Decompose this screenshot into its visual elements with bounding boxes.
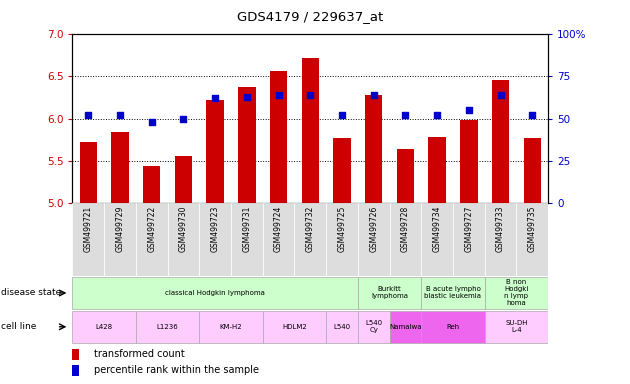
Point bbox=[337, 112, 347, 118]
Text: B non
Hodgki
n lymp
homa: B non Hodgki n lymp homa bbox=[504, 280, 529, 306]
Bar bbox=[231, 203, 263, 276]
Bar bbox=[358, 311, 389, 343]
Text: transformed count: transformed count bbox=[94, 349, 185, 359]
Bar bbox=[294, 203, 326, 276]
Text: classical Hodgkin lymphoma: classical Hodgkin lymphoma bbox=[165, 290, 265, 296]
Bar bbox=[333, 138, 351, 203]
Text: GSM499733: GSM499733 bbox=[496, 205, 505, 252]
Bar bbox=[175, 156, 192, 203]
Text: B acute lympho
blastic leukemia: B acute lympho blastic leukemia bbox=[425, 286, 481, 300]
Text: Reh: Reh bbox=[447, 324, 459, 330]
Text: HDLM2: HDLM2 bbox=[282, 324, 307, 330]
Bar bbox=[453, 203, 484, 276]
Text: disease state: disease state bbox=[1, 288, 62, 298]
Bar bbox=[428, 137, 446, 203]
Point bbox=[495, 92, 505, 98]
Text: GSM499734: GSM499734 bbox=[433, 205, 442, 252]
Bar bbox=[207, 100, 224, 203]
Bar bbox=[389, 311, 421, 343]
Text: GSM499730: GSM499730 bbox=[179, 205, 188, 252]
Bar bbox=[143, 166, 161, 203]
Text: L1236: L1236 bbox=[157, 324, 178, 330]
Text: GSM499725: GSM499725 bbox=[338, 205, 346, 252]
Bar bbox=[421, 203, 453, 276]
Bar bbox=[112, 132, 129, 203]
Text: GSM499726: GSM499726 bbox=[369, 205, 378, 252]
Bar bbox=[72, 203, 104, 276]
Text: L428: L428 bbox=[96, 324, 113, 330]
Bar bbox=[524, 138, 541, 203]
Bar bbox=[460, 119, 478, 203]
Bar bbox=[302, 58, 319, 203]
Bar bbox=[104, 203, 136, 276]
Text: percentile rank within the sample: percentile rank within the sample bbox=[94, 366, 259, 376]
Point bbox=[273, 92, 284, 98]
Text: GSM499735: GSM499735 bbox=[528, 205, 537, 252]
Text: KM-H2: KM-H2 bbox=[220, 324, 243, 330]
Point bbox=[401, 112, 411, 118]
Bar bbox=[199, 311, 263, 343]
Point bbox=[305, 92, 315, 98]
Bar bbox=[168, 203, 199, 276]
Text: GSM499732: GSM499732 bbox=[306, 205, 315, 252]
Bar bbox=[72, 277, 358, 309]
Text: SU-DH
L-4: SU-DH L-4 bbox=[505, 320, 528, 333]
Text: L540
Cy: L540 Cy bbox=[365, 320, 382, 333]
Bar bbox=[484, 277, 548, 309]
Bar bbox=[136, 203, 168, 276]
Bar bbox=[517, 203, 548, 276]
Bar bbox=[326, 311, 358, 343]
Bar bbox=[397, 149, 414, 203]
Text: GSM499731: GSM499731 bbox=[243, 205, 251, 252]
Bar bbox=[326, 203, 358, 276]
Bar bbox=[199, 203, 231, 276]
Text: GSM499724: GSM499724 bbox=[274, 205, 283, 252]
Bar bbox=[72, 311, 136, 343]
Text: Burkitt
lymphoma: Burkitt lymphoma bbox=[371, 286, 408, 300]
Point bbox=[464, 107, 474, 113]
Bar bbox=[492, 80, 509, 203]
Point bbox=[369, 92, 379, 98]
Bar bbox=[358, 203, 389, 276]
Bar bbox=[389, 203, 421, 276]
Point bbox=[432, 112, 442, 118]
Text: cell line: cell line bbox=[1, 322, 37, 331]
Point bbox=[210, 95, 220, 101]
Bar bbox=[263, 311, 326, 343]
Point bbox=[115, 112, 125, 118]
Text: Namalwa: Namalwa bbox=[389, 324, 421, 330]
Text: GSM499723: GSM499723 bbox=[210, 205, 220, 252]
Bar bbox=[421, 277, 484, 309]
Text: GSM499727: GSM499727 bbox=[464, 205, 473, 252]
Text: GDS4179 / 229637_at: GDS4179 / 229637_at bbox=[237, 10, 384, 23]
Bar bbox=[270, 71, 287, 203]
Text: GSM499722: GSM499722 bbox=[147, 205, 156, 252]
Bar bbox=[358, 277, 421, 309]
Point bbox=[527, 112, 537, 118]
Bar bbox=[484, 311, 548, 343]
Text: GSM499729: GSM499729 bbox=[115, 205, 125, 252]
Bar bbox=[72, 365, 79, 376]
Point bbox=[83, 112, 93, 118]
Bar bbox=[365, 95, 382, 203]
Point bbox=[242, 94, 252, 100]
Text: L540: L540 bbox=[333, 324, 350, 330]
Bar bbox=[238, 86, 256, 203]
Point bbox=[178, 116, 188, 122]
Bar bbox=[421, 311, 484, 343]
Point bbox=[147, 119, 157, 125]
Bar bbox=[79, 142, 97, 203]
Bar bbox=[136, 311, 199, 343]
Bar bbox=[263, 203, 294, 276]
Text: GSM499728: GSM499728 bbox=[401, 205, 410, 252]
Text: GSM499721: GSM499721 bbox=[84, 205, 93, 252]
Bar bbox=[484, 203, 517, 276]
Bar bbox=[72, 349, 79, 360]
